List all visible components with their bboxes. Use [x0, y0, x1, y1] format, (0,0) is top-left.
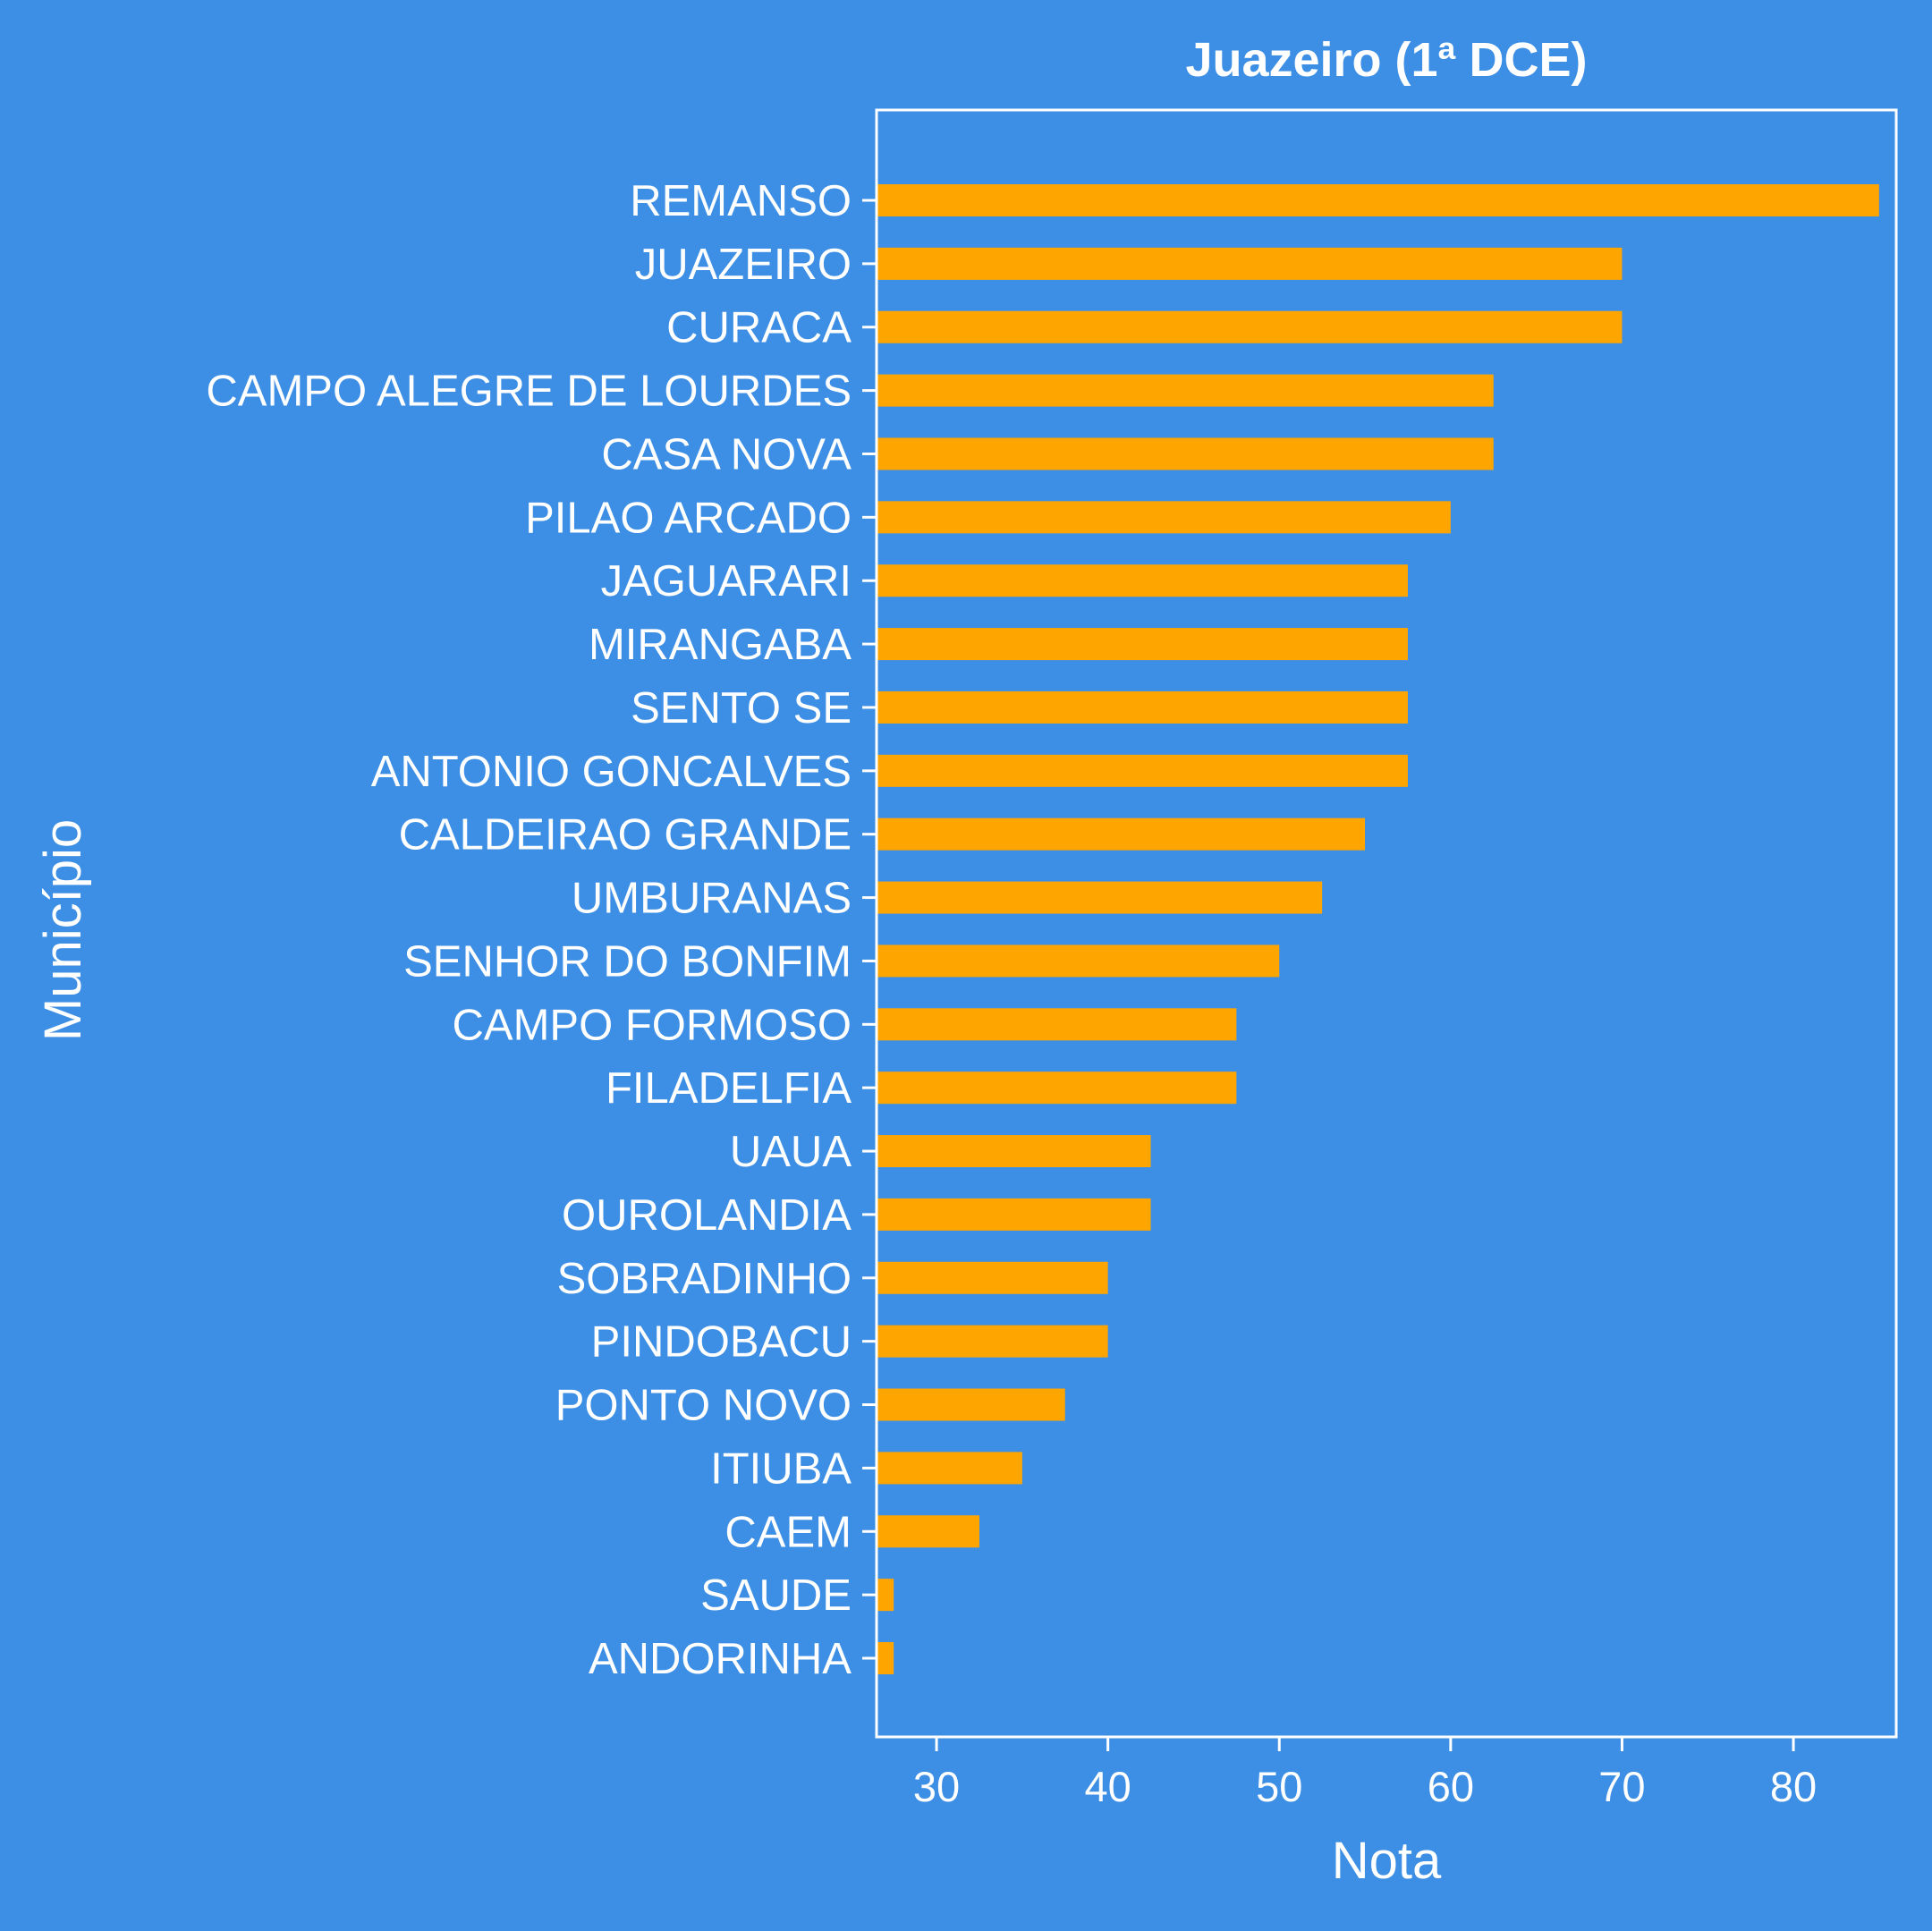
y-tick-label: JAGUARARI [601, 557, 852, 606]
bar [877, 374, 1494, 407]
y-tick-label: MIRANGABA [589, 621, 852, 669]
plot-area [877, 184, 1879, 1675]
y-tick-label: CALDEIRAO GRANDE [399, 811, 852, 860]
y-tick-label: PONTO NOVO [555, 1382, 852, 1430]
y-tick-label: OUROLANDIA [562, 1191, 852, 1240]
y-tick-label: CAMPO FORMOSO [453, 1001, 852, 1049]
y-tick-label: CURACA [666, 304, 852, 352]
bar [877, 1515, 979, 1548]
y-tick-label: CASA NOVA [601, 430, 852, 479]
y-tick-label: ANTONIO GONCALVES [371, 748, 852, 796]
bar [877, 881, 1323, 914]
y-tick-label: PINDOBACU [591, 1318, 852, 1367]
bar [877, 184, 1879, 216]
y-tick-label: SAUDE [700, 1571, 852, 1620]
bar [877, 944, 1280, 978]
y-tick-label: SENHOR DO BONFIM [403, 937, 852, 986]
x-tick-label: 40 [1085, 1763, 1131, 1810]
x-axis-label: Nota [1332, 1832, 1442, 1890]
y-tick-label: UMBURANAS [572, 875, 852, 923]
y-tick-label: UAUA [730, 1128, 852, 1176]
bar [877, 564, 1408, 597]
x-axis: 30 40 50 60 70 80 [913, 1737, 1817, 1810]
bar [877, 1261, 1108, 1294]
y-tick-label: CAEM [724, 1508, 852, 1556]
y-tick-label: PILAO ARCADO [525, 494, 852, 542]
bar [877, 1008, 1237, 1041]
bar [877, 437, 1494, 470]
axes-frame [875, 108, 1898, 1739]
bar [877, 1452, 1022, 1485]
x-tick-label: 70 [1598, 1763, 1645, 1810]
bar [877, 501, 1451, 534]
y-tick-label: REMANSO [630, 177, 852, 225]
y-tick-label: SOBRADINHO [557, 1255, 852, 1303]
y-tick-label: SENTO SE [631, 684, 852, 733]
y-tick-label: FILADELFIA [606, 1064, 852, 1113]
y-tick-label: ITIUBA [710, 1444, 852, 1493]
y-tick-label: ANDORINHA [589, 1635, 852, 1683]
bar [877, 1642, 894, 1675]
bar [877, 1135, 1151, 1168]
y-tick-label: JUAZEIRO [635, 241, 852, 289]
bar [877, 1579, 894, 1612]
x-tick-label: 60 [1428, 1763, 1474, 1810]
x-tick-label: 50 [1256, 1763, 1302, 1810]
x-tick-label: 80 [1770, 1763, 1817, 1810]
chart-title: Juazeiro (1ª DCE) [1185, 33, 1587, 87]
y-axis-label: Município [34, 819, 92, 1041]
bar [877, 1388, 1065, 1421]
bar [877, 1071, 1237, 1105]
y-axis: REMANSO JUAZEIRO CURACA CAMPO ALEGRE DE LOU… [206, 177, 877, 1683]
bar [877, 817, 1366, 851]
bar [877, 1325, 1108, 1358]
bar [877, 690, 1408, 724]
y-tick-label: CAMPO ALEGRE DE LOURDES [206, 368, 852, 416]
bar [877, 754, 1408, 787]
bar [877, 628, 1408, 661]
bar [877, 247, 1623, 280]
bar [877, 1198, 1151, 1231]
x-tick-label: 30 [913, 1763, 960, 1810]
bar [877, 310, 1623, 343]
